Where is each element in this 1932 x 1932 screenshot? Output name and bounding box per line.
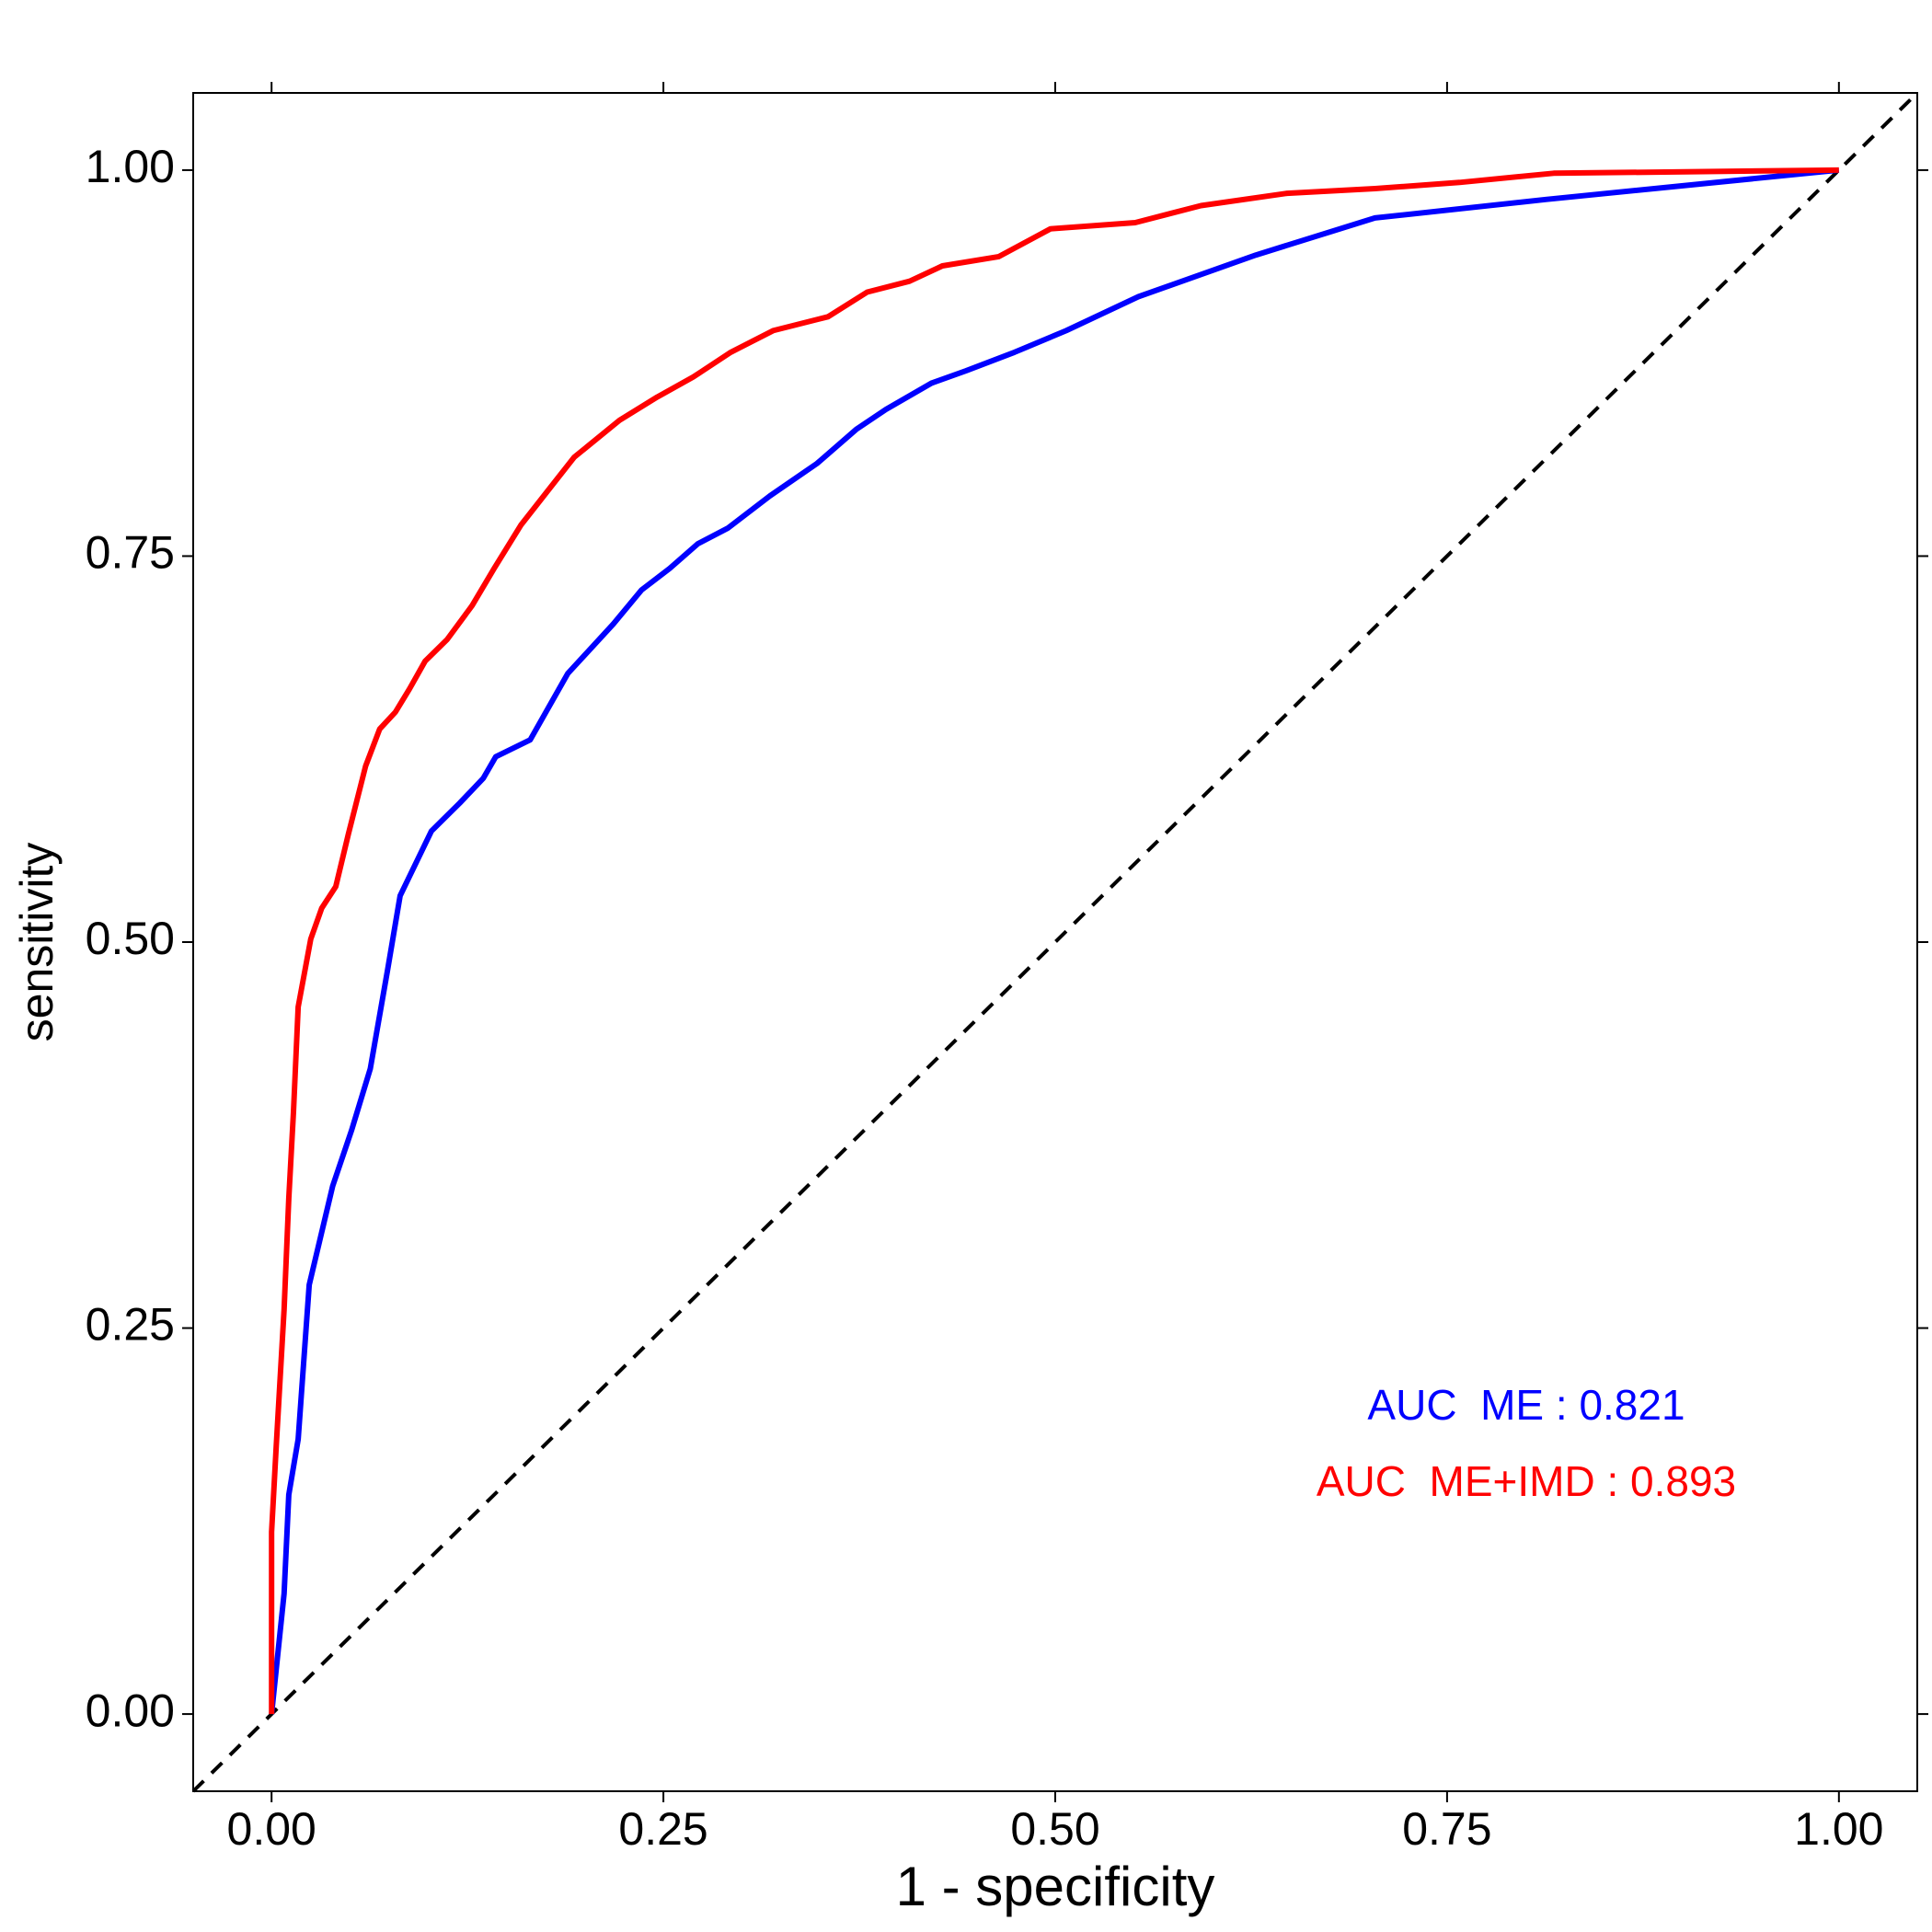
y-axis-title: sensitivity [11,843,63,1042]
x-axis-title: 1 - specificity [896,1856,1215,1917]
auc-annotation: AUC ME : 0.821 [1367,1381,1685,1429]
x-tick-label: 0.75 [1402,1803,1491,1855]
reference-line [191,91,1919,1793]
x-tick-label: 0.25 [618,1803,707,1855]
x-tick-label: 0.50 [1010,1803,1099,1855]
y-tick-label: 0.25 [86,1299,175,1351]
y-tick-label: 0.75 [86,527,175,579]
roc-curve [269,167,1840,1715]
y-tick-label: 1.00 [86,141,175,192]
x-tick-label: 0.00 [227,1803,316,1855]
y-tick-label: 0.50 [86,913,175,964]
x-tick-label: 1.00 [1794,1803,1883,1855]
auc-annotation: AUC ME+IMD : 0.893 [1317,1457,1736,1505]
roc-curve [269,167,1839,1715]
y-tick-label: 0.00 [86,1685,175,1736]
plot-border [192,92,1918,1792]
